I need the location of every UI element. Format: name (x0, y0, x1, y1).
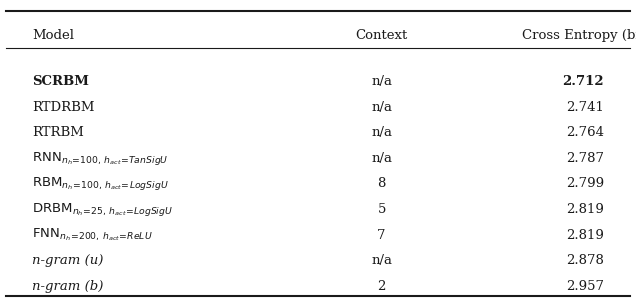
Text: 2.712: 2.712 (563, 75, 604, 88)
Text: 7: 7 (377, 229, 386, 241)
Text: $\mathrm{FNN}_{n_{h}\!=\!200,\,h_{act}\!=\!ReLU}$: $\mathrm{FNN}_{n_{h}\!=\!200,\,h_{act}\!… (32, 227, 153, 243)
Text: 2.819: 2.819 (566, 203, 604, 216)
Text: $\mathrm{DRBM}_{n_{h}\!=\!25,\,h_{act}\!=\!LogSigU}$: $\mathrm{DRBM}_{n_{h}\!=\!25,\,h_{act}\!… (32, 201, 173, 218)
Text: RTDRBM: RTDRBM (32, 101, 94, 114)
Text: n/a: n/a (371, 254, 392, 267)
Text: RTRBM: RTRBM (32, 126, 84, 139)
Text: Model: Model (32, 29, 74, 42)
Text: n/a: n/a (371, 75, 392, 88)
Text: Cross Entropy (bits): Cross Entropy (bits) (522, 29, 636, 42)
Text: SCRBM: SCRBM (32, 75, 88, 88)
Text: 2.878: 2.878 (566, 254, 604, 267)
Text: $\mathrm{RBM}_{n_{h}\!=\!100,\,h_{act}\!=\!LogSigU}$: $\mathrm{RBM}_{n_{h}\!=\!100,\,h_{act}\!… (32, 175, 169, 192)
Text: n/a: n/a (371, 126, 392, 139)
Text: $\mathrm{RNN}_{n_{h}\!=\!100,\,h_{act}\!=\!TanSigU}$: $\mathrm{RNN}_{n_{h}\!=\!100,\,h_{act}\!… (32, 150, 169, 167)
Text: 2.819: 2.819 (566, 229, 604, 241)
Text: 2: 2 (377, 280, 386, 293)
Text: 8: 8 (377, 177, 386, 190)
Text: 2.741: 2.741 (566, 101, 604, 114)
Text: n-gram (u): n-gram (u) (32, 254, 103, 267)
Text: n-gram (b): n-gram (b) (32, 280, 103, 293)
Text: n/a: n/a (371, 152, 392, 165)
Text: n/a: n/a (371, 101, 392, 114)
Text: Context: Context (356, 29, 408, 42)
Text: 2.787: 2.787 (566, 152, 604, 165)
Text: 5: 5 (377, 203, 386, 216)
Text: 2.764: 2.764 (566, 126, 604, 139)
Text: 2.957: 2.957 (566, 280, 604, 293)
Text: 2.799: 2.799 (566, 177, 604, 190)
